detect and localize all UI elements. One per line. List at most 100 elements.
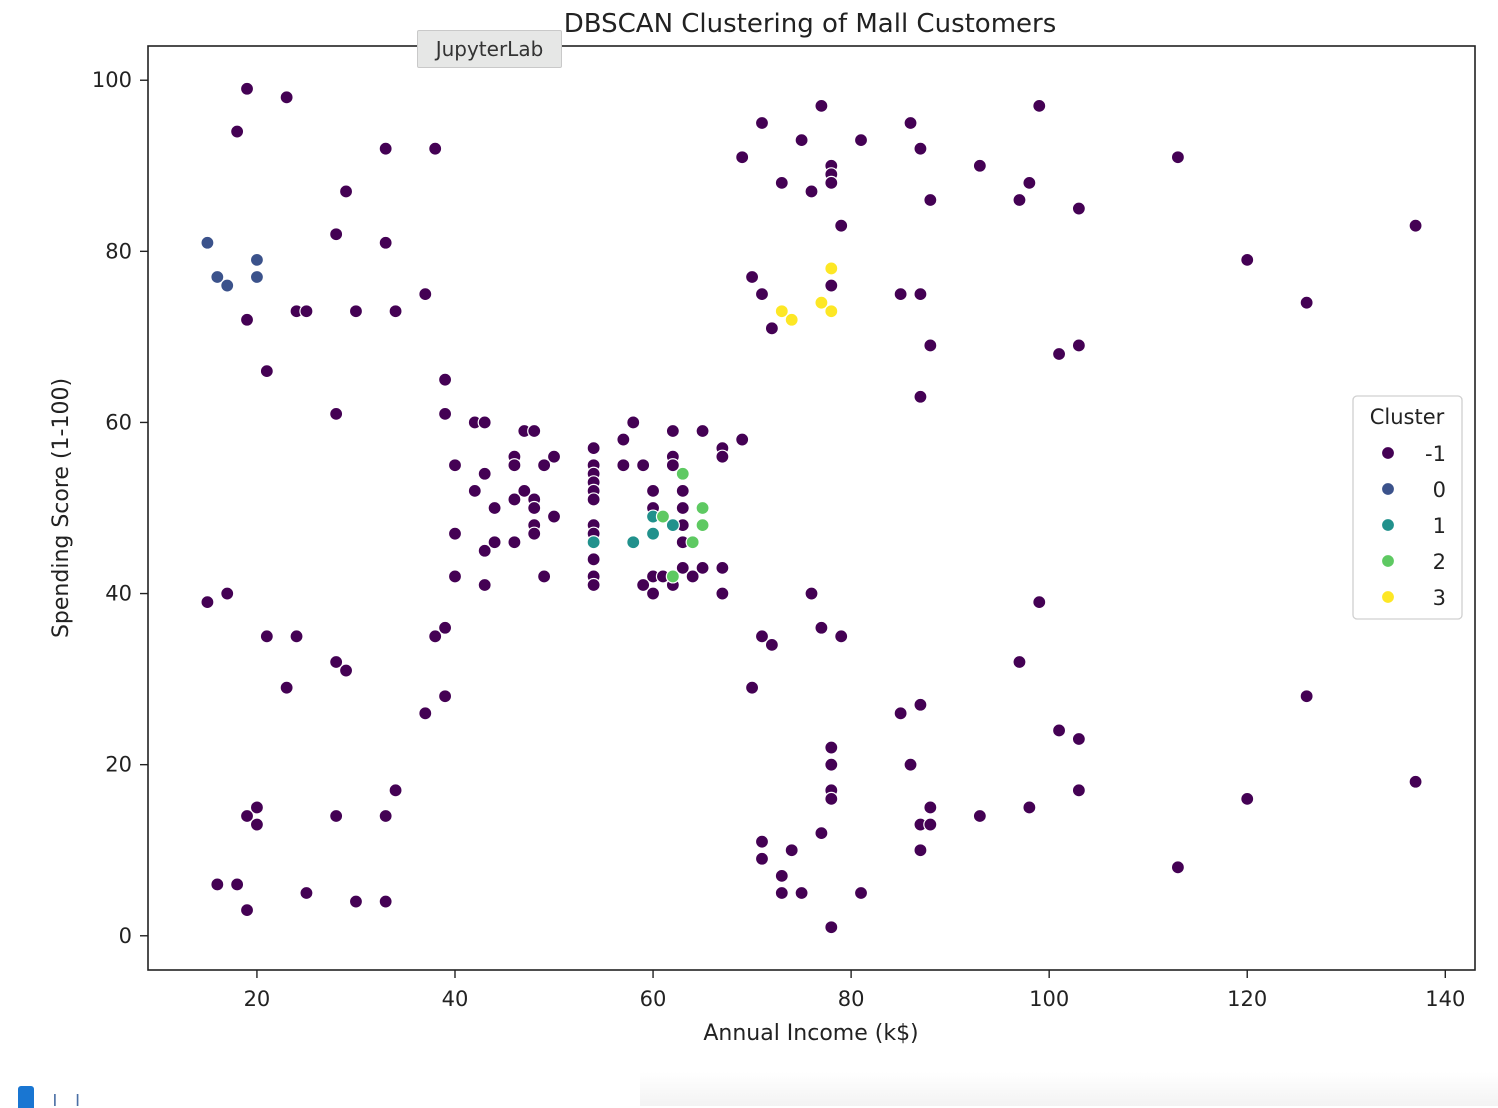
data-point-cluster--1 bbox=[715, 586, 730, 601]
data-point-cluster--1 bbox=[230, 124, 245, 139]
data-point-cluster--1 bbox=[388, 783, 403, 798]
data-point-cluster--1 bbox=[507, 492, 522, 507]
data-point-cluster--1 bbox=[1051, 723, 1067, 738]
legend-label: 2 bbox=[1433, 550, 1446, 574]
data-point-cluster--1 bbox=[477, 415, 492, 430]
data-point-cluster--1 bbox=[338, 663, 354, 678]
data-point-cluster--1 bbox=[675, 500, 690, 516]
data-point-cluster--1 bbox=[774, 885, 789, 901]
data-point-cluster--1 bbox=[507, 535, 522, 550]
data-point-cluster--1 bbox=[1240, 791, 1255, 806]
data-point-cluster-2 bbox=[655, 509, 671, 524]
data-point-cluster--1 bbox=[378, 808, 393, 824]
y-tick-label: 60 bbox=[105, 410, 132, 434]
data-point-cluster--1 bbox=[616, 432, 631, 447]
data-point-cluster--1 bbox=[299, 304, 314, 319]
x-tick-label: 20 bbox=[244, 987, 271, 1011]
data-point-cluster--1 bbox=[804, 586, 819, 601]
data-point-cluster--1 bbox=[546, 449, 562, 464]
data-point-cluster--1 bbox=[378, 894, 393, 909]
data-point-cluster--1 bbox=[853, 133, 869, 148]
data-point-cluster--1 bbox=[527, 500, 542, 516]
data-point-cluster--1 bbox=[774, 868, 789, 883]
data-point-cluster--1 bbox=[913, 697, 928, 712]
data-point-cluster--1 bbox=[338, 184, 354, 199]
data-point-cluster-1 bbox=[645, 526, 661, 541]
data-point-cluster--1 bbox=[1071, 783, 1086, 798]
data-point-cluster-0 bbox=[220, 278, 235, 293]
legend-marker bbox=[1380, 589, 1396, 605]
data-point-cluster--1 bbox=[378, 235, 393, 250]
data-point-cluster--1 bbox=[418, 706, 433, 721]
data-point-cluster--1 bbox=[744, 680, 760, 695]
data-point-cluster--1 bbox=[249, 817, 265, 832]
data-point-cluster--1 bbox=[527, 526, 542, 541]
data-point-cluster--1 bbox=[893, 706, 908, 721]
data-point-cluster--1 bbox=[675, 483, 690, 498]
x-tick-label: 40 bbox=[442, 987, 469, 1011]
data-point-cluster--1 bbox=[754, 287, 770, 302]
data-point-cluster--1 bbox=[230, 877, 245, 892]
data-point-cluster--1 bbox=[1032, 98, 1047, 113]
data-point-cluster--1 bbox=[923, 817, 938, 832]
x-axis-title: Annual Income (k$) bbox=[703, 1021, 918, 1046]
data-point-cluster--1 bbox=[913, 389, 928, 404]
data-point-cluster-2 bbox=[695, 518, 710, 533]
data-point-cluster--1 bbox=[487, 500, 502, 516]
x-tick-label: 120 bbox=[1227, 987, 1267, 1011]
data-point-cluster--1 bbox=[1240, 252, 1255, 267]
data-point-cluster--1 bbox=[834, 218, 849, 233]
data-point-cluster--1 bbox=[1032, 595, 1047, 610]
data-point-cluster--1 bbox=[1012, 192, 1027, 208]
legend-label: -1 bbox=[1425, 442, 1446, 466]
data-point-cluster--1 bbox=[537, 569, 552, 584]
data-point-cluster--1 bbox=[1170, 150, 1186, 165]
data-point-cluster-2 bbox=[675, 466, 690, 481]
data-point-cluster--1 bbox=[289, 629, 304, 644]
x-tick-label: 80 bbox=[838, 987, 865, 1011]
data-point-cluster--1 bbox=[1071, 731, 1086, 747]
data-point-cluster--1 bbox=[804, 184, 819, 199]
data-point-cluster-3 bbox=[824, 304, 839, 319]
data-point-cluster--1 bbox=[814, 620, 829, 635]
data-point-cluster--1 bbox=[1051, 346, 1067, 362]
data-point-cluster--1 bbox=[487, 535, 502, 550]
x-axis: 20 40 60 80 100 120 140 bbox=[244, 970, 1465, 1011]
data-point-cluster--1 bbox=[249, 800, 265, 815]
data-point-cluster--1 bbox=[329, 654, 344, 670]
data-point-cluster--1 bbox=[1408, 218, 1423, 233]
data-point-cluster--1 bbox=[824, 740, 839, 755]
data-point-cluster--1 bbox=[279, 680, 294, 695]
data-point-cluster--1 bbox=[636, 577, 651, 593]
y-tick-label: 80 bbox=[105, 239, 132, 263]
data-point-cluster--1 bbox=[527, 423, 542, 439]
data-point-cluster--1 bbox=[329, 808, 344, 824]
jupyterlab-tooltip: JupyterLab bbox=[417, 30, 562, 68]
data-point-cluster--1 bbox=[764, 637, 779, 652]
data-point-cluster--1 bbox=[903, 115, 918, 131]
data-point-cluster--1 bbox=[447, 526, 463, 541]
active-cell-marker[interactable] bbox=[18, 1086, 34, 1108]
data-point-cluster--1 bbox=[754, 115, 770, 131]
data-point-cluster-3 bbox=[824, 261, 839, 276]
data-point-cluster-3 bbox=[784, 312, 799, 327]
data-point-cluster--1 bbox=[1299, 295, 1314, 310]
data-point-cluster--1 bbox=[1071, 338, 1086, 353]
y-tick-label: 100 bbox=[92, 68, 132, 92]
data-point-cluster--1 bbox=[794, 133, 809, 148]
data-point-cluster--1 bbox=[972, 808, 987, 824]
data-point-cluster--1 bbox=[200, 595, 215, 610]
data-point-cluster--1 bbox=[893, 287, 908, 302]
x-tick-label: 140 bbox=[1425, 987, 1465, 1011]
data-point-cluster--1 bbox=[507, 458, 522, 473]
data-point-cluster-0 bbox=[249, 269, 265, 285]
cell-prompt: [ ] bbox=[50, 1094, 83, 1106]
data-point-cluster--1 bbox=[715, 560, 730, 575]
data-point-cluster--1 bbox=[348, 894, 364, 909]
data-point-cluster--1 bbox=[675, 560, 690, 575]
data-point-cluster--1 bbox=[437, 406, 453, 421]
legend-label: 0 bbox=[1433, 478, 1446, 502]
x-tick-label: 100 bbox=[1029, 987, 1069, 1011]
data-point-cluster--1 bbox=[824, 757, 839, 772]
